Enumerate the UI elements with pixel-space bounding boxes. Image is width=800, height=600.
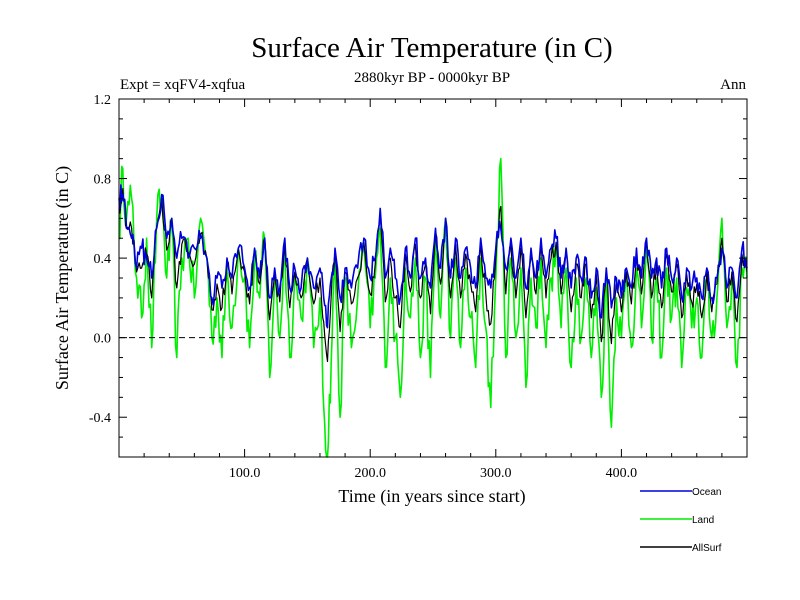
- chart-subtitle: 2880kyr BP - 0000kyr BP: [354, 70, 510, 86]
- y-tick-label: 0.0: [94, 332, 112, 347]
- x-tick-label: 100.0: [229, 466, 261, 481]
- series-line-ocean: [118, 184, 748, 329]
- experiment-label: Expt = xqFV4-xqfua: [120, 77, 245, 93]
- x-tick-label: 200.0: [354, 466, 386, 481]
- chart-title: Surface Air Temperature (in C): [251, 32, 612, 64]
- series-line-land: [118, 157, 748, 458]
- legend-label-land: Land: [692, 515, 714, 526]
- legend-label-allsurf: AllSurf: [692, 543, 722, 554]
- x-axis-label: Time (in years since start): [338, 486, 525, 507]
- y-tick-label: 0.4: [94, 252, 112, 267]
- plot-area: 100.0 200.0 300.0 400.0 -0.4 0.0 0.4 0.8 1.2: [89, 93, 748, 481]
- x-tick-label: 400.0: [606, 466, 638, 481]
- legend: Ocean Land AllSurf: [640, 487, 722, 554]
- y-tick-label: -0.4: [89, 411, 111, 426]
- legend-label-ocean: Ocean: [692, 487, 721, 498]
- y-tick-label: 1.2: [94, 93, 112, 108]
- y-tick-label: 0.8: [94, 173, 112, 188]
- season-label: Ann: [720, 77, 746, 93]
- y-axis-label: Surface Air Temperature (in C): [52, 166, 73, 390]
- x-tick-label: 300.0: [480, 466, 512, 481]
